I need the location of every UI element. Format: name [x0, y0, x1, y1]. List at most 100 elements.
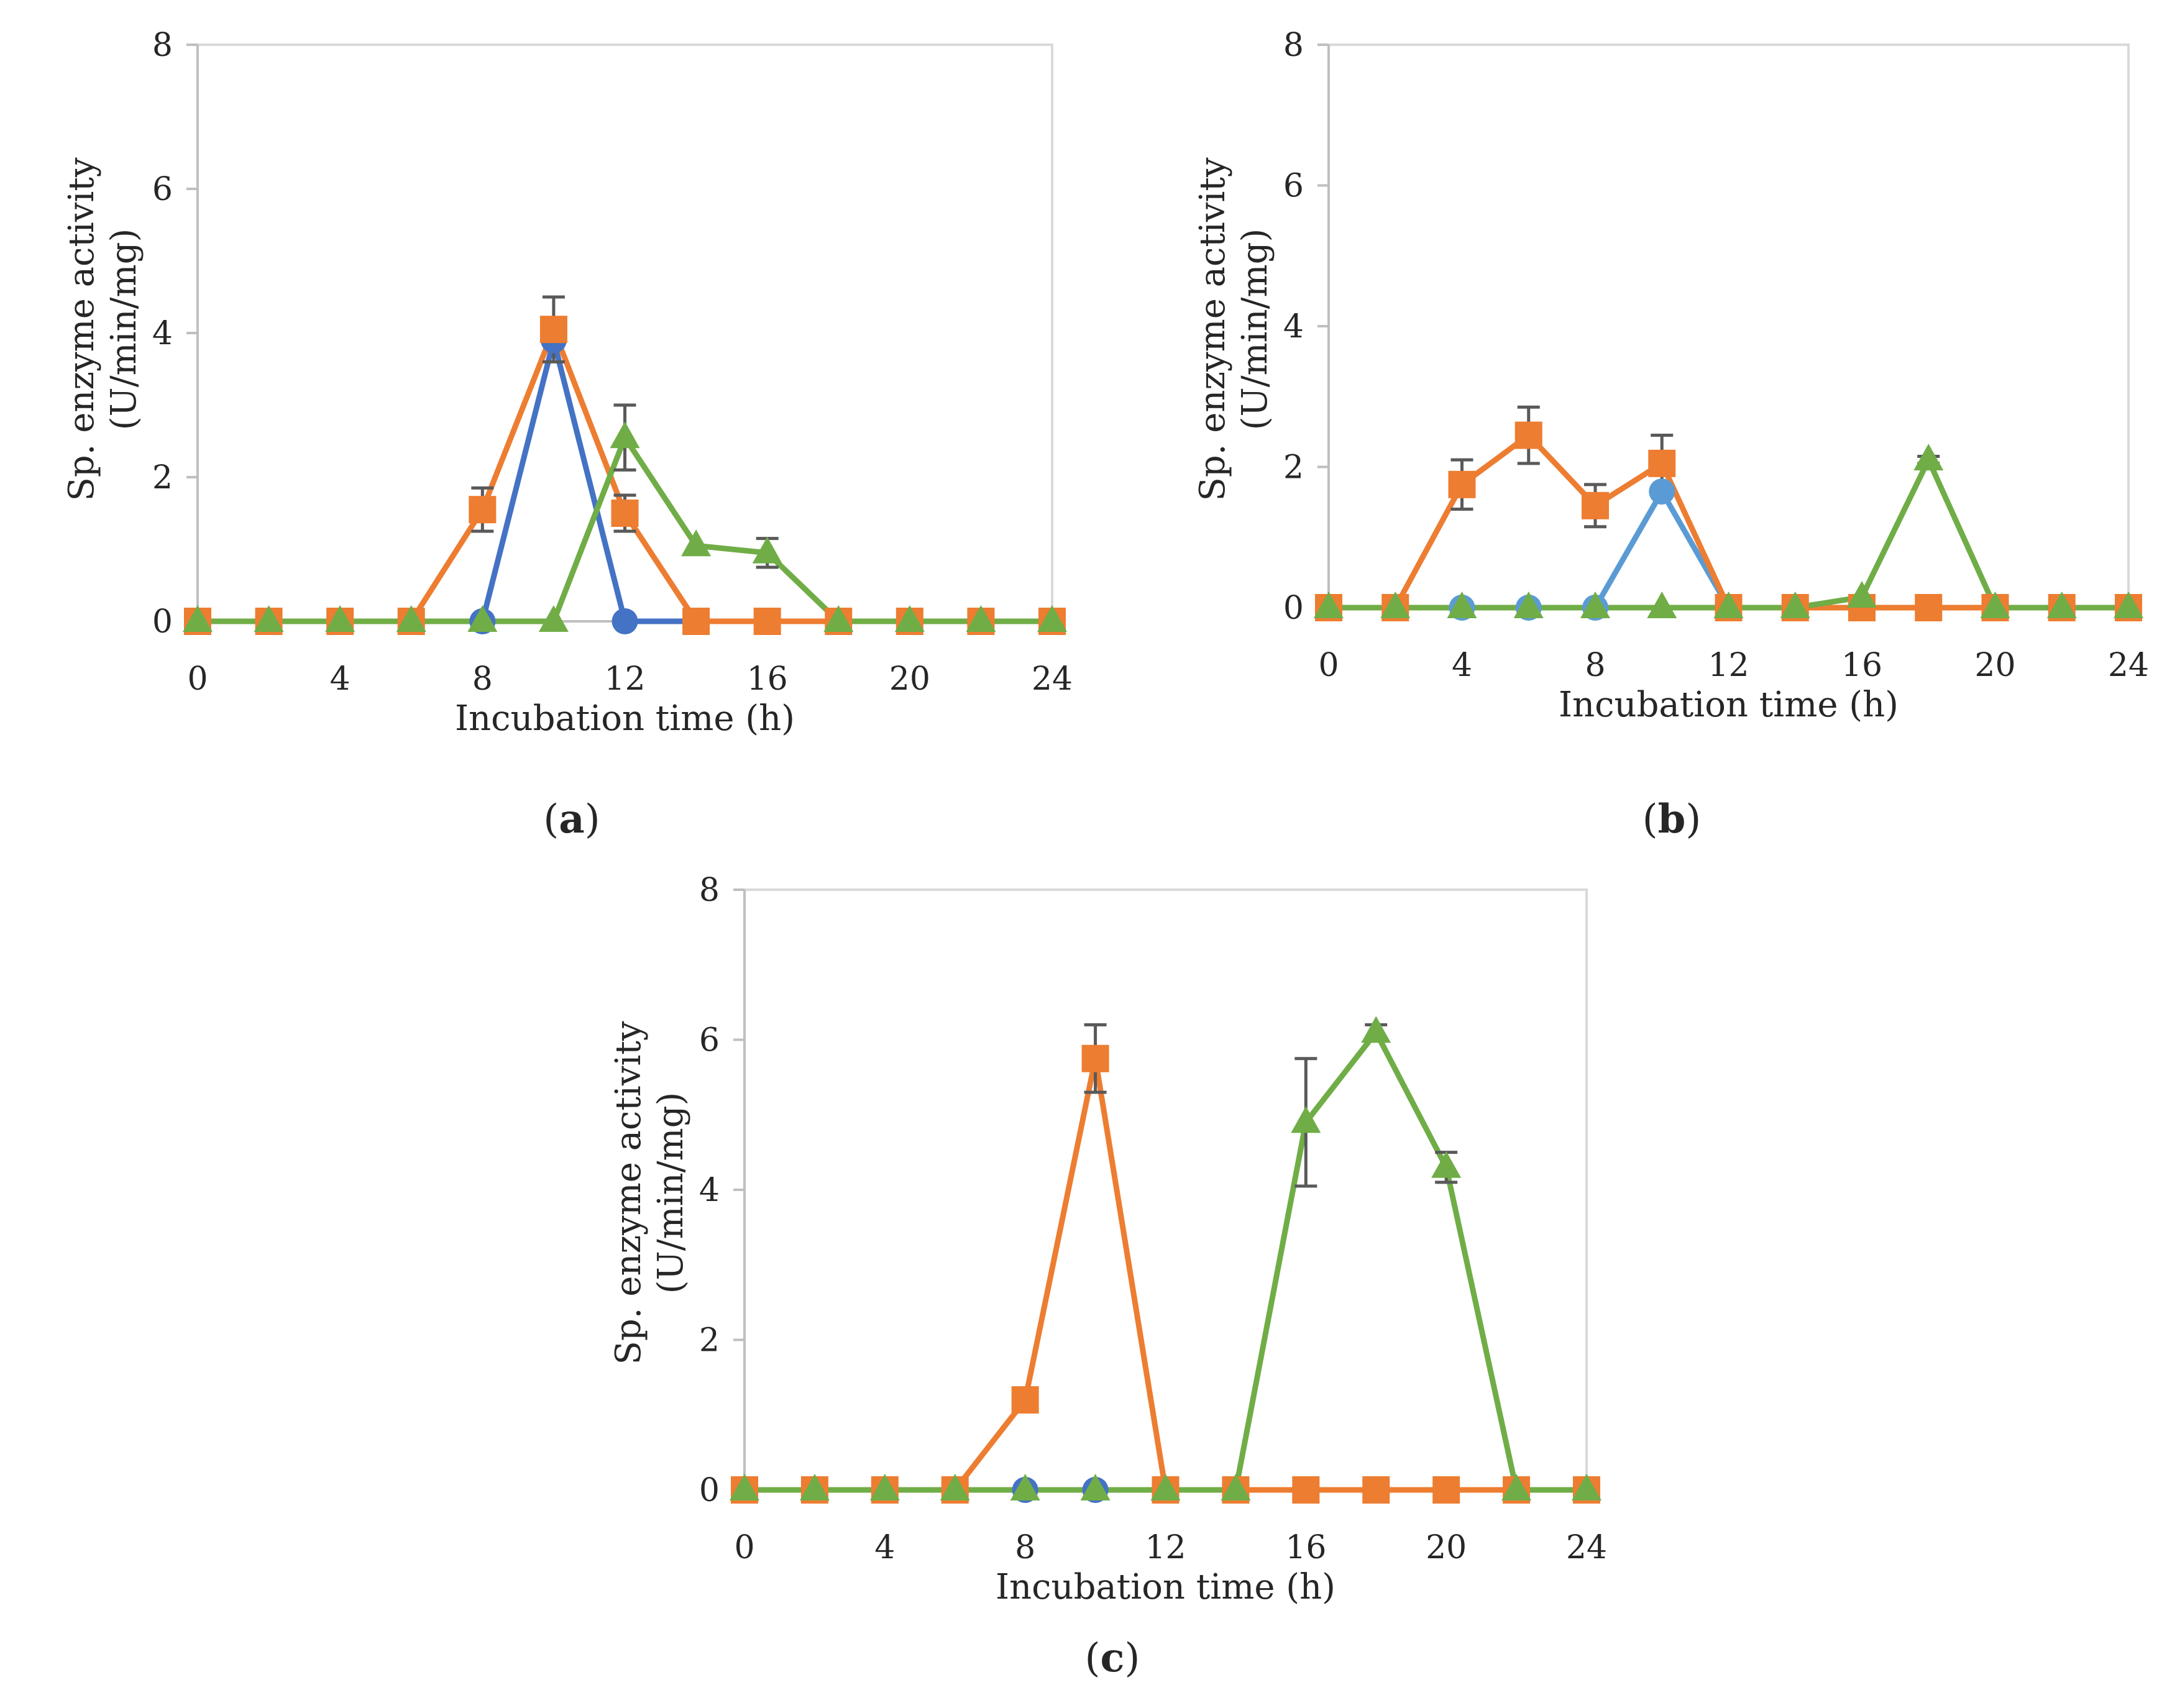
data-point-square	[1432, 1476, 1460, 1504]
plot-area-frame	[743, 888, 1588, 1491]
data-point-square	[1081, 1044, 1109, 1072]
x-tick-label: 0	[734, 1529, 754, 1566]
data-point-square	[1362, 1476, 1390, 1504]
data-point-triangle	[1150, 1474, 1181, 1500]
data-point-triangle	[2114, 591, 2143, 618]
data-point-square	[1582, 491, 1609, 519]
panel-caption: (b)	[1642, 796, 1702, 843]
x-tick-label: 16	[747, 660, 788, 698]
y-axis-title-line1: Sp. enzyme activity	[62, 157, 102, 501]
series-square-line	[195, 326, 1055, 624]
data-point-triangle	[752, 536, 782, 564]
series-circle-line	[1326, 488, 1731, 611]
data-point-triangle	[1513, 591, 1544, 618]
caption-open-paren: (	[543, 797, 559, 843]
y-tick-label: 0	[699, 1472, 720, 1509]
x-tick-label: 16	[1285, 1529, 1326, 1566]
series-square-markers	[184, 316, 1066, 635]
x-tick-label: 24	[2108, 647, 2149, 684]
x-tick-label: 8	[1585, 647, 1605, 684]
x-tick-label: 4	[874, 1529, 895, 1566]
data-point-triangle	[1913, 444, 1944, 471]
data-point-triangle	[1080, 1474, 1111, 1500]
data-point-square	[539, 316, 567, 344]
x-tick-label: 8	[1015, 1529, 1035, 1566]
data-point-triangle	[1780, 591, 1810, 618]
x-tick-label: 12	[1708, 647, 1749, 684]
y-tick-label: 6	[1283, 168, 1304, 205]
y-tick-label: 2	[1283, 449, 1304, 486]
data-point-triangle	[1291, 1106, 1321, 1133]
panel-caption: (a)	[543, 796, 600, 843]
x-tick-label: 0	[187, 660, 208, 698]
y-tick-label: 0	[1283, 590, 1304, 627]
data-point-triangle	[610, 421, 640, 449]
plot-area-frame	[196, 43, 1053, 623]
y-axis-title: Sp. enzyme activity(U/min/mg)	[608, 1021, 691, 1364]
data-point-triangle	[467, 605, 498, 632]
caption-open-paren: (	[1642, 797, 1658, 843]
data-point-square	[1292, 1476, 1320, 1504]
data-point-circle	[612, 608, 638, 634]
data-point-triangle	[869, 1474, 900, 1500]
y-axis-title-line2: (U/min/mg)	[651, 1092, 691, 1294]
data-point-square	[469, 496, 497, 524]
series-square	[1326, 405, 2132, 611]
data-point-triangle	[1580, 591, 1610, 618]
x-axis-title: Incubation time (h)	[455, 698, 795, 739]
series-circle-markers	[185, 327, 710, 634]
caption-close-paren: )	[585, 797, 600, 843]
series-triangle	[741, 1023, 1590, 1493]
y-axis-title-line2: (U/min/mg)	[104, 229, 144, 431]
data-point-square	[1915, 594, 1943, 621]
data-point-square	[1514, 421, 1542, 449]
series-triangle-line	[741, 1029, 1590, 1493]
x-tick-label: 20	[889, 660, 930, 698]
x-tick-label: 4	[1452, 647, 1472, 684]
data-point-triangle	[1980, 591, 2010, 618]
caption-letter: a	[559, 796, 584, 843]
data-point-triangle	[2046, 591, 2077, 618]
y-tick-label: 8	[1283, 27, 1304, 64]
data-point-triangle	[1647, 591, 1677, 618]
series-circle-line	[195, 337, 699, 624]
data-point-square	[753, 608, 781, 635]
x-axis-title: Incubation time (h)	[996, 1567, 1335, 1607]
data-point-triangle	[538, 605, 569, 632]
y-axis-title: Sp. enzyme activity(U/min/mg)	[1193, 157, 1275, 501]
x-tick-label: 24	[1032, 660, 1073, 698]
caption-close-paren: )	[1685, 797, 1701, 843]
data-point-circle	[1649, 478, 1675, 505]
y-axis-title: Sp. enzyme activity(U/min/mg)	[62, 157, 144, 501]
x-tick-label: 12	[1145, 1529, 1186, 1566]
y-tick-label: 2	[152, 459, 173, 496]
data-point-square	[611, 500, 639, 527]
x-tick-label: 8	[472, 660, 493, 698]
series-circle	[1326, 488, 1731, 611]
series-triangle-markers	[1314, 444, 2143, 618]
caption-close-paren: )	[1124, 1635, 1140, 1681]
data-point-triangle	[1010, 1474, 1040, 1500]
y-tick-label: 6	[152, 171, 173, 208]
y-tick-label: 4	[699, 1172, 720, 1209]
data-point-triangle	[1361, 1016, 1391, 1043]
data-point-triangle	[1431, 1151, 1462, 1178]
x-tick-label: 4	[330, 660, 350, 698]
x-tick-label: 24	[1566, 1529, 1607, 1566]
data-point-square	[1648, 449, 1676, 477]
x-tick-label: 0	[1318, 647, 1339, 684]
x-tick-label: 20	[1426, 1529, 1467, 1566]
data-point-triangle	[1221, 1474, 1251, 1500]
data-point-triangle	[894, 605, 925, 632]
y-tick-label: 8	[699, 872, 720, 909]
y-tick-label: 4	[152, 315, 173, 352]
data-point-triangle	[1380, 591, 1411, 618]
data-point-triangle	[730, 1474, 759, 1500]
x-tick-label: 20	[1974, 647, 2015, 684]
x-tick-label: 12	[604, 660, 645, 698]
data-point-triangle	[823, 605, 854, 632]
data-point-triangle	[799, 1474, 830, 1500]
